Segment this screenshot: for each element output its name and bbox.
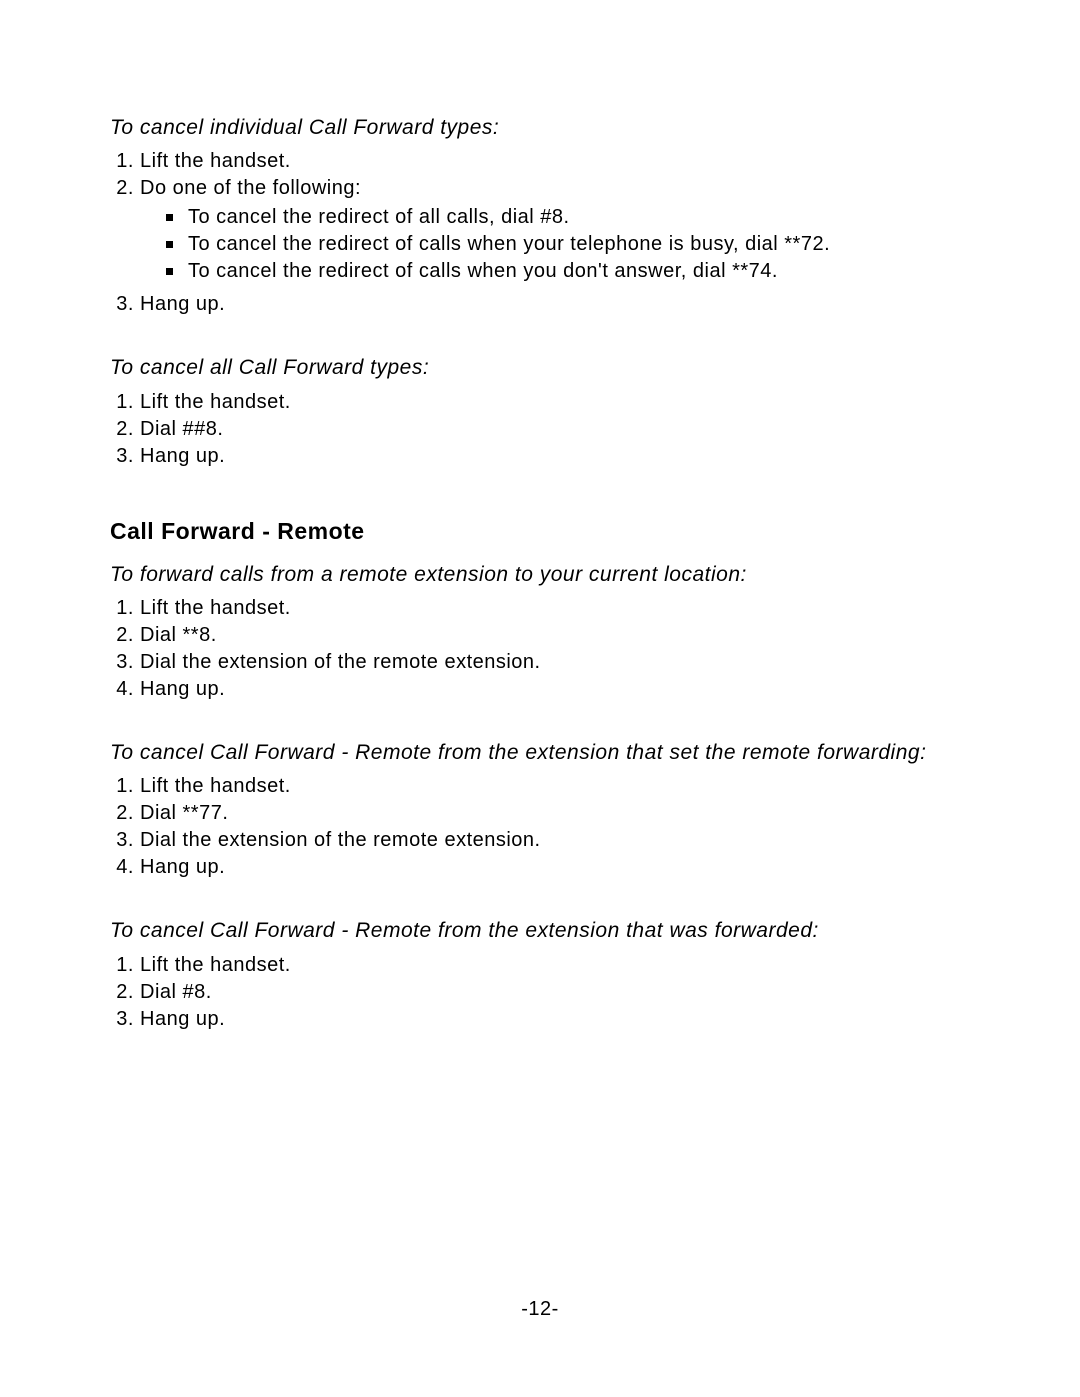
ordered-list: Lift the handset. Dial #8. Hang up. bbox=[110, 952, 970, 1033]
document-page: To cancel individual Call Forward types:… bbox=[0, 0, 1080, 1397]
ordered-list: Lift the handset. Dial **8. Dial the ext… bbox=[110, 595, 970, 703]
section-subhead: To cancel all Call Forward types: bbox=[110, 354, 970, 382]
section-subhead: To forward calls from a remote extension… bbox=[110, 561, 970, 589]
spacer bbox=[110, 470, 970, 518]
list-item: Hang up. bbox=[140, 676, 970, 703]
ordered-list: Lift the handset. Do one of the followin… bbox=[110, 148, 970, 202]
bullet-item: To cancel the redirect of calls when you… bbox=[166, 231, 970, 258]
list-item: Dial **8. bbox=[140, 622, 970, 649]
bullet-item: To cancel the redirect of all calls, dia… bbox=[166, 204, 970, 231]
list-item: Lift the handset. bbox=[140, 148, 970, 175]
list-item: Lift the handset. bbox=[140, 389, 970, 416]
ordered-list: Lift the handset. Dial ##8. Hang up. bbox=[110, 389, 970, 470]
list-item: Dial #8. bbox=[140, 979, 970, 1006]
spacer bbox=[110, 545, 970, 561]
list-item: Dial **77. bbox=[140, 800, 970, 827]
list-item: Hang up. bbox=[140, 1006, 970, 1033]
section-subhead: To cancel Call Forward - Remote from the… bbox=[110, 739, 970, 767]
section-heading: Call Forward - Remote bbox=[110, 518, 970, 545]
ordered-list: Hang up. bbox=[110, 291, 970, 318]
spacer bbox=[110, 703, 970, 739]
spacer bbox=[110, 881, 970, 917]
list-item: Lift the handset. bbox=[140, 595, 970, 622]
list-item: Dial the extension of the remote extensi… bbox=[140, 649, 970, 676]
list-item: Hang up. bbox=[140, 854, 970, 881]
list-item: Lift the handset. bbox=[140, 952, 970, 979]
list-item: Do one of the following: bbox=[140, 175, 970, 202]
spacer bbox=[110, 318, 970, 354]
list-item: Dial the extension of the remote extensi… bbox=[140, 827, 970, 854]
bullet-list: To cancel the redirect of all calls, dia… bbox=[110, 204, 970, 285]
list-item: Lift the handset. bbox=[140, 773, 970, 800]
list-item: Hang up. bbox=[140, 443, 970, 470]
list-item: Dial ##8. bbox=[140, 416, 970, 443]
section-subhead: To cancel Call Forward - Remote from the… bbox=[110, 917, 970, 945]
list-item: Hang up. bbox=[140, 291, 970, 318]
bullet-item: To cancel the redirect of calls when you… bbox=[166, 258, 970, 285]
ordered-list: Lift the handset. Dial **77. Dial the ex… bbox=[110, 773, 970, 881]
page-number: -12- bbox=[0, 1298, 1080, 1321]
section-subhead: To cancel individual Call Forward types: bbox=[110, 114, 970, 142]
